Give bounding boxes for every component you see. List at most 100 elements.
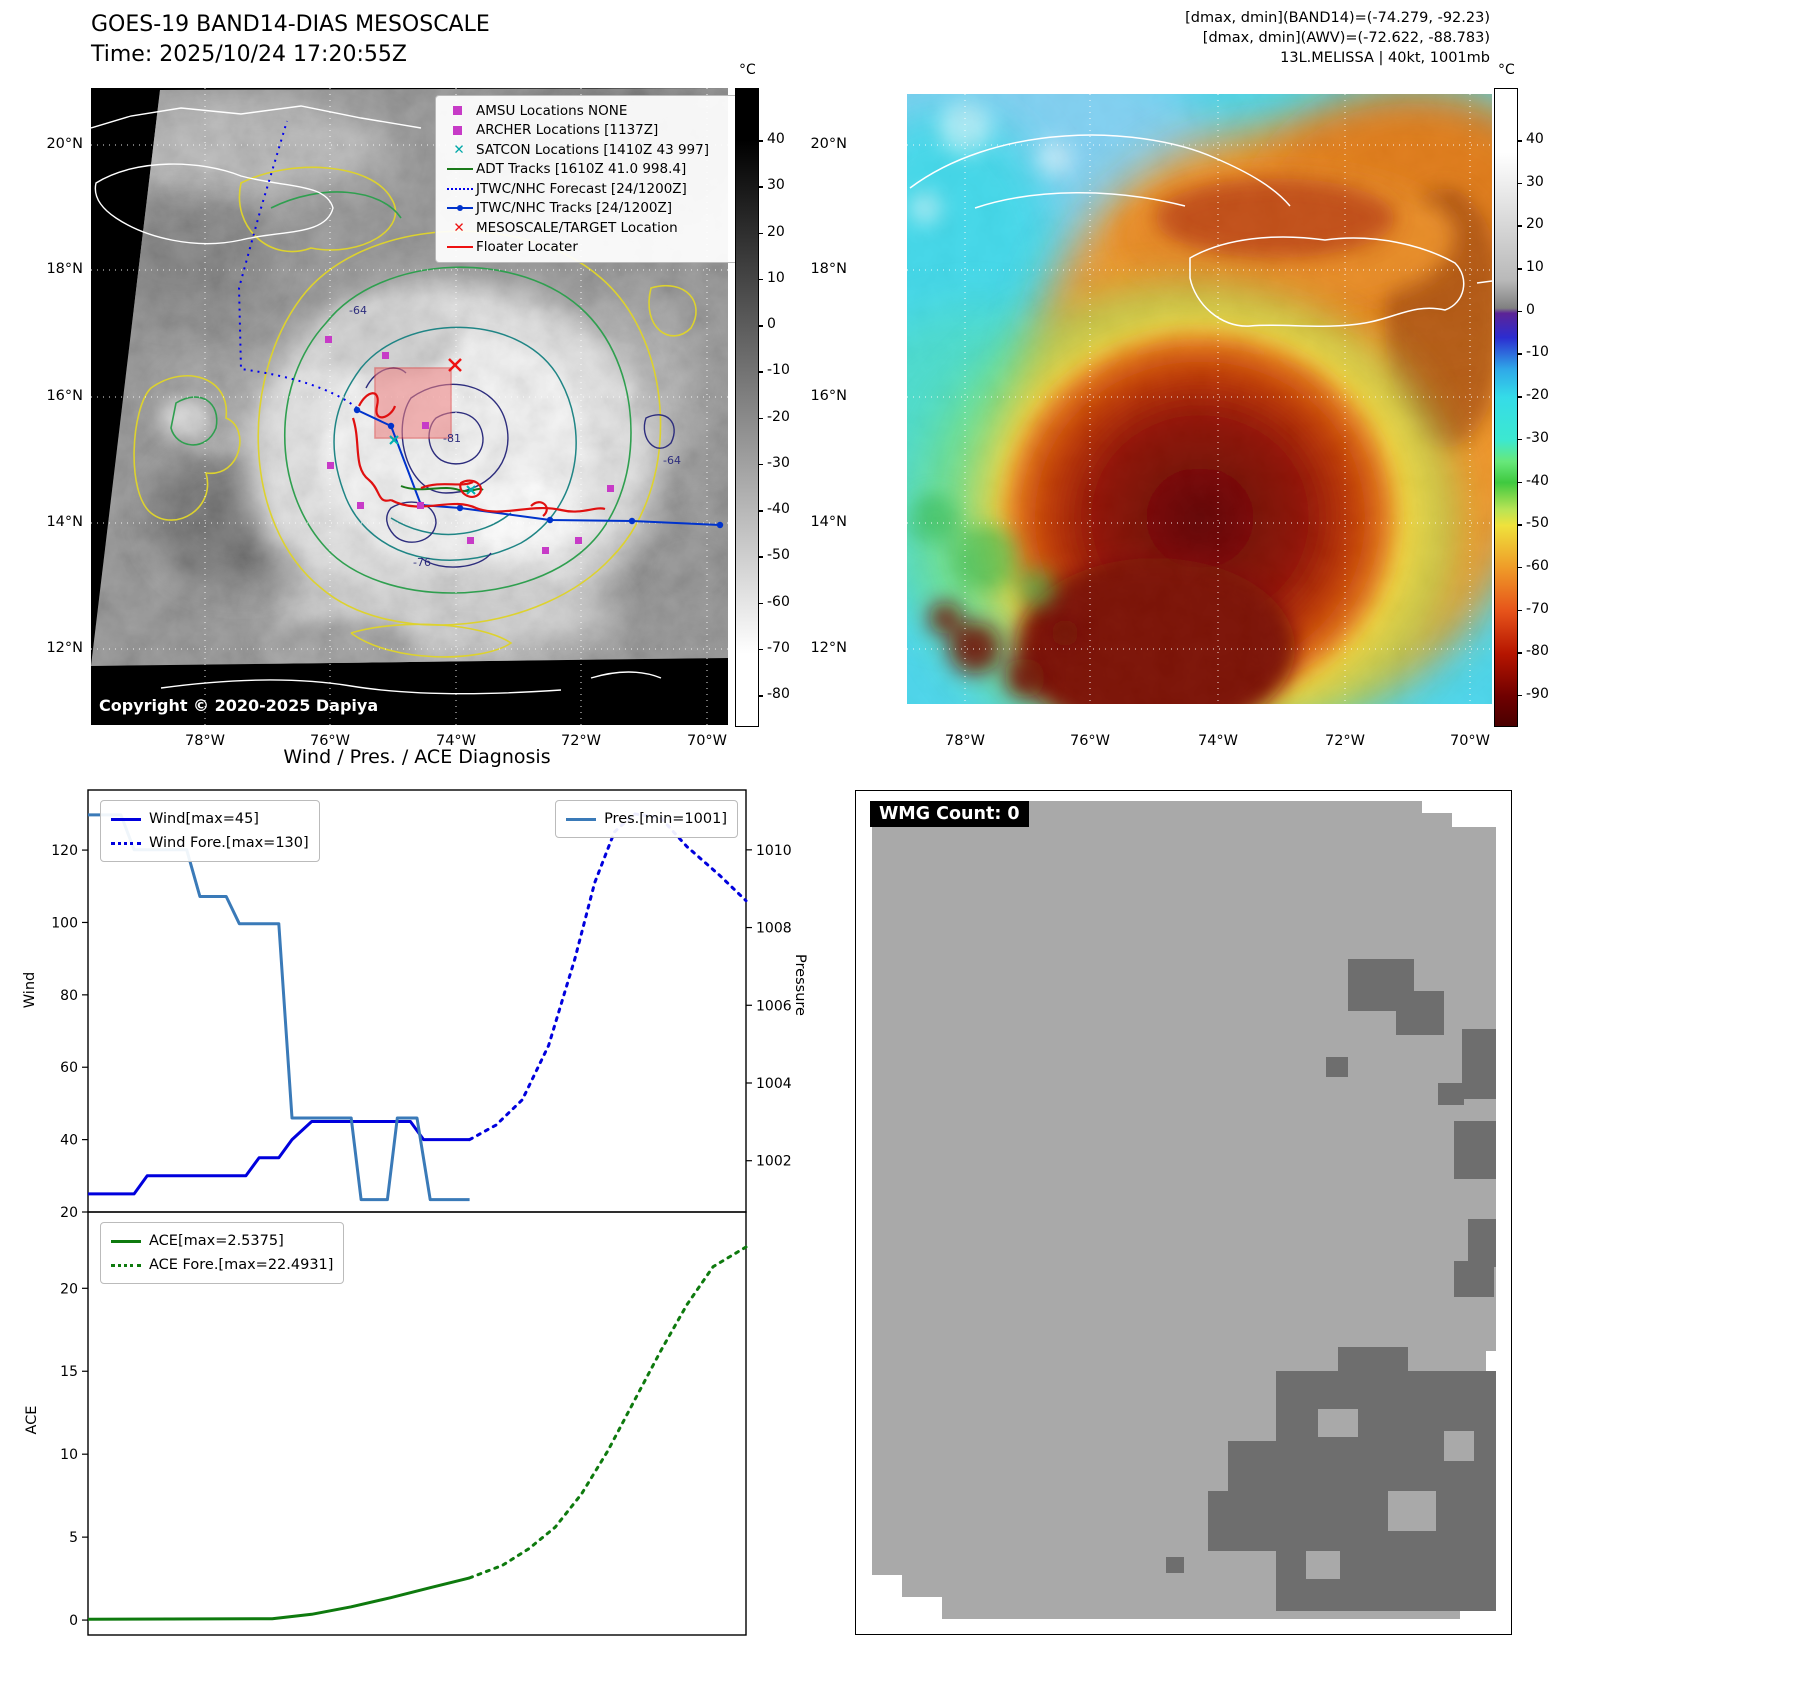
legend-item-label: ADT Tracks [1610Z 41.0 998.4] [476,161,687,178]
legend-item-label: ACE[max=2.5375] [149,1233,284,1249]
legend-item-label: ARCHER Locations [1137Z] [476,122,659,139]
y-tick-label: 5 [69,1530,78,1546]
colorbar-tick-label: 40 [767,131,785,147]
y-tick-label: 20 [60,1205,78,1221]
dotted-marker-icon [447,187,473,190]
y-tick-label: 40 [60,1133,78,1149]
dotted-line-icon [111,1263,141,1267]
legend-item: ARCHER Locations [1137Z] [444,121,735,141]
colorbar-tick-label: -50 [767,547,790,564]
wmg-count-label: WMG Count: 0 [870,801,1029,827]
colorbar-tick-label: 10 [1526,259,1544,276]
ace-chart: 0 5 10 15 20 [60,1211,748,1636]
floater-target-box [374,367,452,439]
lon-tick-label: 74°W [1197,733,1239,749]
colorbar-tick-label: 20 [767,223,785,240]
dotted-line-icon [111,841,141,845]
lon-tick-label: 70°W [686,733,728,749]
solid-line-icon [111,1239,141,1243]
colorbar-tick-label: -80 [1526,643,1549,660]
lat-tick-label: 18°N [46,261,83,277]
lon-tick-label: 74°W [435,733,477,749]
colorbar-tick-label: -60 [1526,557,1549,574]
series-line [87,1576,470,1621]
wmg-map-image [856,791,1510,1633]
legend-item: ACE[max=2.5375] [111,1229,333,1253]
lon-tick-label: 72°W [1324,733,1366,749]
colorbar-tick-label: 0 [1526,301,1535,318]
series-line [88,813,470,1202]
wind-legend: Wind[max=45] Wind Fore.[max=130] [100,800,320,862]
storm-tracks [237,120,724,554]
y-tick-label: 1008 [756,921,792,937]
y-tick-label: 1004 [756,1076,792,1092]
map-legend: AMSU Locations NONE ARCHER Locations [113… [435,95,744,263]
colorbar-tick-label: -20 [1526,387,1549,404]
colorbar-tick-label: -50 [1526,515,1549,532]
y-tick-label: 60 [60,1060,78,1076]
page-subtitle-time: Time: 2025/10/24 17:20:55Z [91,42,407,67]
colorbar-tick-label: -40 [1526,472,1549,489]
legend-item-label: ACE Fore.[max=22.4931] [149,1257,334,1273]
square-marker-icon [453,125,462,135]
lat-tick-label: 14°N [810,514,847,530]
archer-markers [325,336,614,554]
legend-item-label: JTWC/NHC Tracks [24/1200Z] [476,200,673,217]
lat-tick-label: 20°N [46,136,83,152]
colorbar-tick-label: -80 [767,686,790,702]
legend-item-label: Pres.[min=1001] [604,811,727,827]
awv-image-area [907,94,1492,704]
lat-tick-label: 12°N [810,640,847,656]
floater-track [351,392,606,517]
square-marker-icon [453,106,462,116]
contour-value-label: -81 [443,432,461,445]
wmg-panel: WMG Count: 0 [855,790,1512,1635]
y-tick-label: 120 [51,843,78,859]
y-tick-label: 15 [60,1364,78,1380]
legend-item: AMSU Locations NONE [444,101,735,121]
y-tick-label: 1006 [756,998,792,1014]
lat-tick-label: 20°N [810,136,847,152]
colorbar-tick-label: -10 [1526,344,1549,361]
series-line [468,1245,748,1580]
legend-item: ADT Tracks [1610Z 41.0 998.4] [444,160,735,180]
colorbar-tick-label: 40 [1526,131,1544,147]
series-line [88,1120,470,1196]
colorbar-tick-label: -30 [1526,429,1549,446]
legend-item: ✕ SATCON Locations [1410Z 43 997] [444,140,735,160]
lon-tick-label: 78°W [184,733,226,749]
colorbar-tick-label: 0 [767,316,776,332]
band14-colorbar: 40 30 20 10 0 -10 -20 -30 -40 -50 -60 -70 -80 [735,88,805,727]
lon-tick-label: 72°W [560,733,602,749]
legend-item: Floater Locater [444,238,735,258]
lon-tick-label: 76°W [1069,733,1111,749]
linedot-marker-icon [447,205,473,212]
legend-item: ACE Fore.[max=22.4931] [111,1253,333,1277]
legend-item: ✕ MESOSCALE/TARGET Location [444,218,735,238]
mesoscale-target-marker [448,358,462,372]
legend-item-label: Floater Locater [476,239,578,256]
y-tick-label: 0 [69,1613,78,1629]
ace-legend: ACE[max=2.5375] ACE Fore.[max=22.4931] [100,1222,345,1284]
line-marker-icon [447,168,473,171]
y-tick-label: 1002 [756,1154,792,1170]
legend-item: Wind Fore.[max=130] [111,831,309,855]
lat-tick-label: 12°N [46,640,83,656]
header-dmax-awv: [dmax, dmin](AWV)=(-72.622, -88.783) [1202,30,1490,46]
line-marker-icon [447,246,473,249]
coastlines [909,134,1492,327]
band14-map-panel: AMSU Locations NONE ARCHER Locations [113… [91,88,744,725]
colorbar-tick-label: 30 [767,177,785,194]
coastlines [91,105,662,695]
y-tick-label: 1010 [756,843,792,859]
colorbar-tick-label: 20 [1526,216,1544,233]
wind-axis-label: Wind [22,971,38,1009]
legend-item-label: SATCON Locations [1410Z 43 997] [476,141,709,158]
colorbar-tick-label: -40 [767,501,790,517]
legend-item: Wind[max=45] [111,807,309,831]
band14-colorbar-unit: °C [739,62,756,78]
contour-value-label: -64 [349,304,367,317]
lat-tick-label: 14°N [46,514,83,530]
colorbar-tick-label: -70 [1526,600,1549,617]
colorbar-tick-label: -30 [767,454,790,471]
